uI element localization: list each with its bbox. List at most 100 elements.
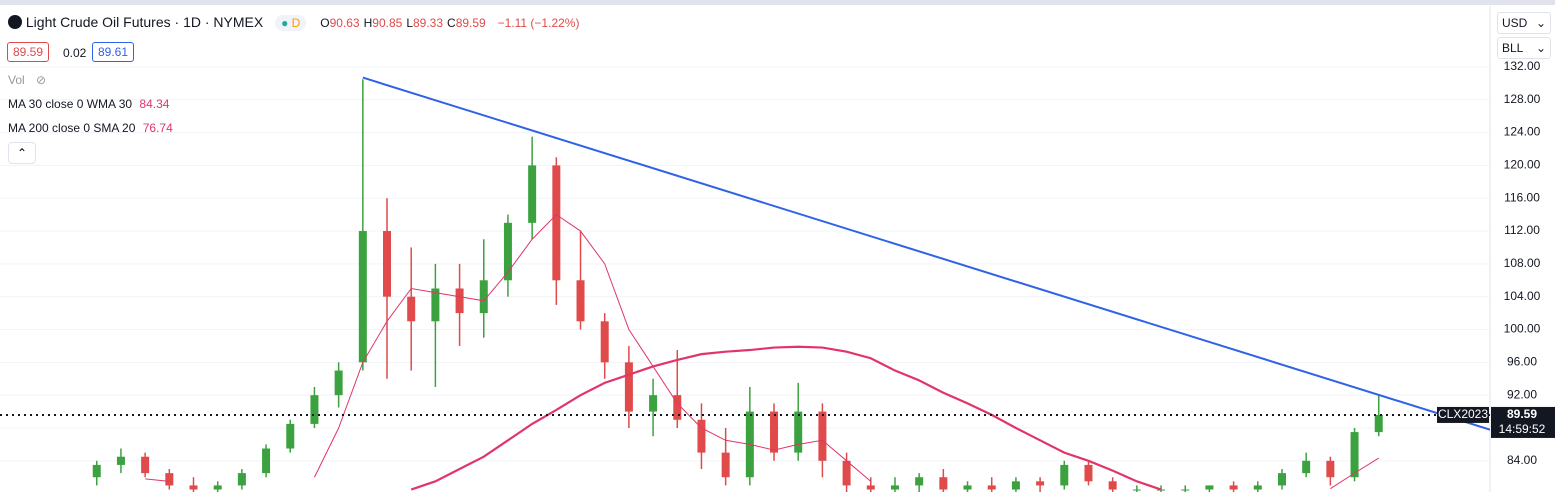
candle-body [890, 485, 899, 490]
top-border [0, 0, 1555, 5]
change: −1.11 (−1.22%) [497, 16, 580, 30]
ohlc: O90.63 H90.85 L89.33 C89.59 [320, 16, 490, 30]
indicator-name: Vol [8, 73, 25, 87]
candle-body [987, 485, 996, 490]
ma-row: MA 30 close 0 WMA 30 84.34 [8, 97, 169, 111]
y-tick-label: 128.00 [1504, 92, 1541, 106]
candle-body [503, 222, 512, 281]
ohlc-value: 89.33 [413, 16, 444, 30]
y-tick-label: 108.00 [1504, 256, 1541, 270]
price-axis: 84.0088.0092.0096.00100.00104.00108.0011… [1504, 59, 1541, 467]
trend-line [362, 76, 1490, 431]
vol-row: Vol ⊘ [8, 73, 46, 87]
grid [0, 66, 1490, 462]
candle-body [600, 321, 609, 363]
candle-body [358, 231, 367, 363]
candle-body [286, 423, 295, 449]
candle-body [818, 411, 827, 461]
candle-body [1253, 485, 1262, 490]
symbol-tag: CLX2023 [1438, 407, 1488, 421]
currency: USD [1502, 16, 1528, 30]
candle-body [794, 411, 803, 453]
candle-body [262, 448, 271, 474]
ohlc-label: H [363, 16, 373, 30]
ma-row: MA 200 close 0 SMA 20 76.74 [8, 121, 173, 135]
candle-body [1277, 473, 1286, 486]
candle-body [624, 362, 633, 412]
plot [92, 76, 1490, 492]
y-tick-label: 104.00 [1504, 289, 1541, 303]
y-tick-label: 100.00 [1504, 322, 1541, 336]
candle-body [213, 485, 222, 490]
candle-body [1157, 489, 1166, 491]
candle-body [1350, 432, 1359, 478]
candle-body [1060, 464, 1069, 486]
spread: 0.02 [63, 46, 87, 60]
candle-body [310, 395, 319, 424]
indicator-name: MA 200 close 0 SMA 20 [8, 121, 136, 135]
title-row: Light Crude Oil Futures · 1D · NYMEX ● D… [8, 14, 579, 31]
candle-body [141, 456, 150, 474]
bid[interactable]: 89.59 [7, 42, 50, 62]
ohlc-label: O [320, 16, 330, 30]
candle-body [431, 288, 440, 322]
interval-badge: D [291, 16, 301, 30]
indicator-value: 76.74 [142, 121, 173, 135]
symbol-tag-bg [1437, 406, 1489, 423]
candle-body [1011, 481, 1020, 490]
hidden-icon[interactable]: ⊘ [36, 73, 47, 87]
candle-body [1036, 481, 1045, 486]
y-tick-label: 92.00 [1507, 387, 1537, 401]
candle-body [1302, 460, 1311, 474]
y-tick-label: 116.00 [1504, 190, 1540, 204]
candle-body [649, 395, 658, 412]
indicator-name: MA 30 close 0 WMA 30 [8, 97, 133, 111]
countdown: 14:59:52 [1499, 422, 1546, 436]
candle-body [673, 395, 682, 420]
candle-body [552, 165, 561, 281]
y-tick-label: 132.00 [1504, 59, 1541, 73]
candle-body [237, 473, 246, 486]
candle-body [407, 296, 416, 322]
title: Light Crude Oil Futures · 1D · NYMEX [25, 14, 264, 30]
candle-body [1205, 485, 1214, 490]
unit: BLL [1502, 41, 1524, 55]
collapse-button[interactable]: ⌃ [8, 142, 36, 164]
candle-body [165, 473, 174, 486]
candle-body [1108, 481, 1117, 490]
ohlc-value: 89.59 [455, 16, 486, 30]
unit-select[interactable]: BLL ⌄ [1497, 37, 1551, 59]
ask[interactable]: 89.61 [92, 42, 135, 62]
candle-body [770, 411, 779, 453]
candle-body [1326, 460, 1335, 478]
candle-body [963, 485, 972, 490]
candle-body [189, 485, 198, 490]
candle-body [455, 288, 464, 314]
candle-body [116, 456, 125, 465]
candle-body [697, 419, 706, 453]
candle-body [92, 464, 101, 478]
y-tick-label: 84.00 [1507, 453, 1537, 467]
candle-body [1132, 489, 1141, 491]
y-tick-label: 124.00 [1504, 125, 1541, 139]
ohlc-value: 90.85 [372, 16, 403, 30]
y-tick-label: 96.00 [1507, 355, 1537, 369]
indicator-value: 84.34 [139, 97, 170, 111]
ohlc-label: L [406, 16, 413, 30]
ohlc-label: C [447, 16, 456, 30]
candle-body [1084, 464, 1093, 482]
candle-body [576, 280, 585, 322]
candle-body [479, 280, 488, 314]
candle-body [383, 231, 392, 297]
symbol-icon [8, 15, 22, 29]
y-tick-label: 112.00 [1504, 223, 1540, 237]
candle-body [1181, 489, 1190, 491]
candle-body [915, 477, 924, 486]
ohlc-value: 90.63 [329, 16, 360, 30]
currency-select[interactable]: USD ⌄ [1497, 12, 1551, 34]
status-badge[interactable]: ● D [275, 15, 307, 31]
candle-body [334, 370, 343, 396]
candle-body [939, 477, 948, 490]
